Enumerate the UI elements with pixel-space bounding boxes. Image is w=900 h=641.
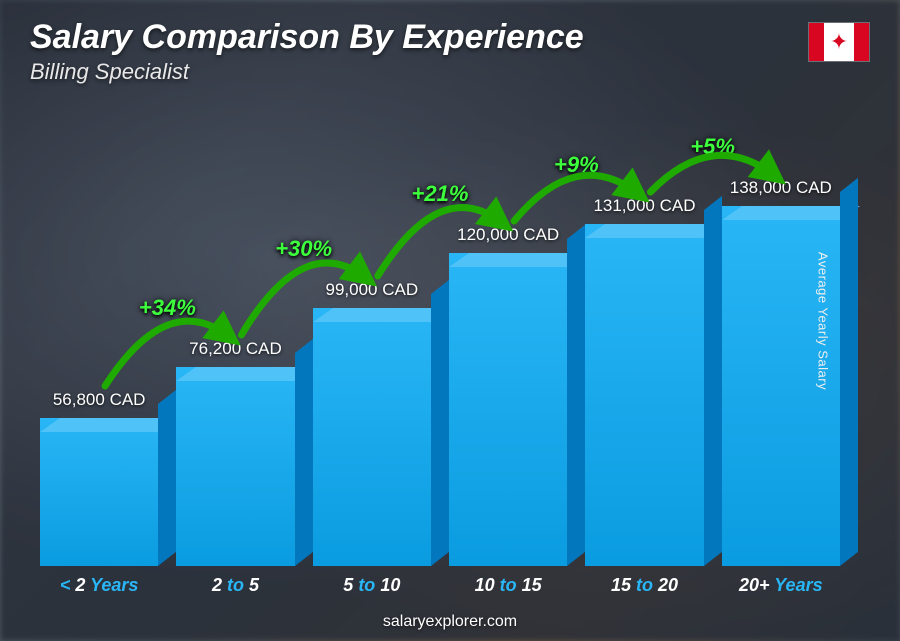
chart-subtitle: Billing Specialist bbox=[30, 59, 584, 85]
bar-front-face bbox=[176, 367, 294, 566]
bar-side-face bbox=[567, 225, 585, 566]
bar-side-face bbox=[840, 178, 858, 566]
bar-value-label: 138,000 CAD bbox=[730, 178, 832, 198]
bar-3d bbox=[176, 367, 294, 566]
bar-chart: 56,800 CAD 76,200 CAD 99,000 CAD 120,000 CA… bbox=[30, 110, 850, 596]
maple-leaf-icon: ✦ bbox=[830, 31, 848, 53]
bar-front-face bbox=[313, 308, 431, 566]
y-axis-label: Average Yearly Salary bbox=[815, 251, 830, 389]
x-label-2: 5 to 10 bbox=[313, 575, 431, 596]
x-label-0: < 2 Years bbox=[40, 575, 158, 596]
bars-container: 56,800 CAD 76,200 CAD 99,000 CAD 120,000 CA… bbox=[30, 110, 850, 566]
bar-2: 99,000 CAD bbox=[313, 110, 431, 566]
bar-1: 76,200 CAD bbox=[176, 110, 294, 566]
bar-value-label: 99,000 CAD bbox=[326, 280, 419, 300]
bar-3d bbox=[313, 308, 431, 566]
x-label-4: 15 to 20 bbox=[585, 575, 703, 596]
bar-side-face bbox=[704, 196, 722, 566]
bar-value-label: 131,000 CAD bbox=[593, 196, 695, 216]
bar-3d bbox=[449, 253, 567, 566]
bar-value-label: 76,200 CAD bbox=[189, 339, 282, 359]
bar-value-label: 56,800 CAD bbox=[53, 390, 146, 410]
bar-3d bbox=[585, 224, 703, 566]
bar-front-face bbox=[449, 253, 567, 566]
bar-3d bbox=[40, 418, 158, 566]
bar-front-face bbox=[40, 418, 158, 566]
bar-side-face bbox=[295, 339, 313, 566]
bar-side-face bbox=[158, 390, 176, 566]
x-label-3: 10 to 15 bbox=[449, 575, 567, 596]
flag-stripe-left bbox=[809, 23, 824, 61]
footer-attribution: salaryexplorer.com bbox=[0, 613, 900, 631]
growth-pct-4: +9% bbox=[526, 152, 626, 178]
bar-front-face bbox=[585, 224, 703, 566]
x-label-5: 20+ Years bbox=[722, 575, 840, 596]
bar-4: 131,000 CAD bbox=[585, 110, 703, 566]
growth-pct-3: +21% bbox=[390, 181, 490, 207]
flag-stripe-right bbox=[854, 23, 869, 61]
header: Salary Comparison By Experience Billing … bbox=[30, 18, 584, 85]
x-label-1: 2 to 5 bbox=[176, 575, 294, 596]
growth-pct-1: +34% bbox=[117, 295, 217, 321]
x-axis-labels: < 2 Years 2 to 5 5 to 10 10 to 15 15 to 20 20… bbox=[30, 575, 850, 596]
canada-flag-icon: ✦ bbox=[808, 22, 870, 62]
growth-pct-5: +5% bbox=[663, 134, 763, 160]
bar-3: 120,000 CAD bbox=[449, 110, 567, 566]
bar-top-face bbox=[176, 367, 314, 381]
bar-top-face bbox=[585, 224, 723, 238]
bar-value-label: 120,000 CAD bbox=[457, 225, 559, 245]
chart-title: Salary Comparison By Experience bbox=[30, 18, 584, 57]
growth-pct-2: +30% bbox=[254, 236, 354, 262]
flag-center: ✦ bbox=[824, 23, 854, 61]
bar-side-face bbox=[431, 280, 449, 566]
bar-0: 56,800 CAD bbox=[40, 110, 158, 566]
